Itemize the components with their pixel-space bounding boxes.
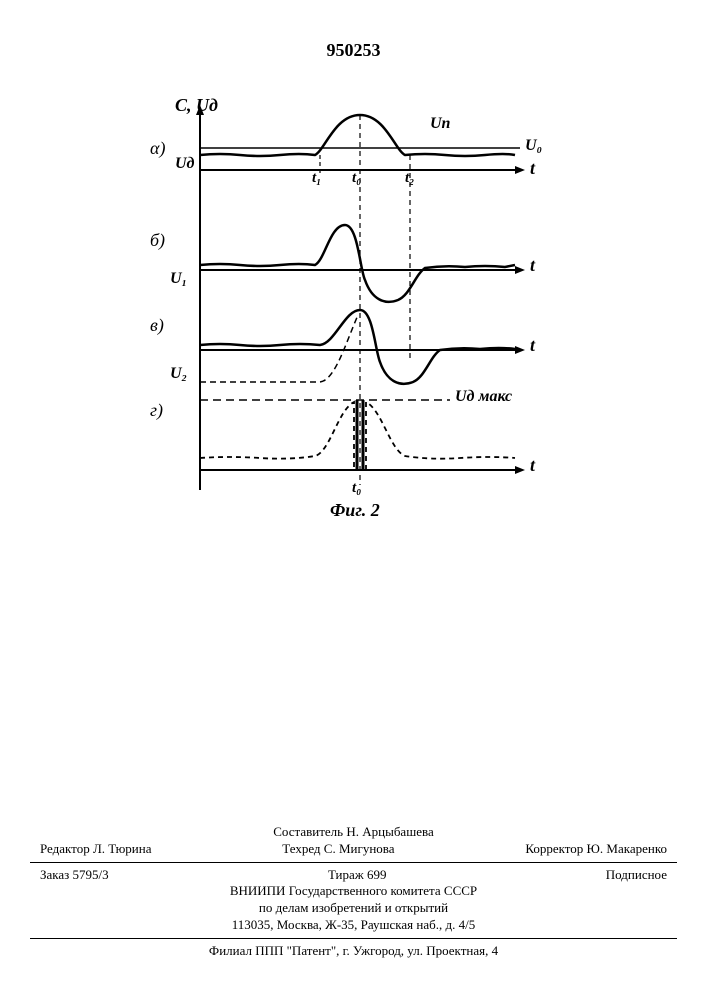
divider-2 [30,938,677,939]
address-1: 113035, Москва, Ж-35, Раушская наб., д. … [30,917,677,934]
label-u2: U₂ [170,365,187,383]
corrector: Корректор Ю. Макаренко [525,841,667,858]
t-axis-a: t [530,158,535,179]
order-number: Заказ 5795/3 [40,867,109,884]
subscription: Подписное [606,867,667,884]
techred: Техред С. Мигунова [282,841,394,858]
divider-1 [30,862,677,863]
label-un: Uп [430,115,450,133]
label-u0: U₀ [525,137,542,155]
label-ugmax: Uд макс [455,388,512,406]
circulation: Тираж 699 [328,867,387,884]
t-axis-v: t [530,335,535,356]
panel-label-b: б) [150,230,165,251]
marker-t1: t₁ [312,170,321,187]
t-axis-g: t [530,455,535,476]
marker-t0-bottom: t₀ [352,480,361,497]
marker-t2: t₂ [405,170,414,187]
address-2: Филиал ППП "Патент", г. Ужгород, ул. Про… [30,943,677,960]
marker-t0-top: t₀ [352,170,361,187]
y-axis-label: C, Uд [175,95,218,116]
panel-label-v: в) [150,315,164,336]
figure-caption: Фиг. 2 [330,500,380,521]
label-ug: Uд [175,155,195,173]
t-axis-b: t [530,255,535,276]
label-u1: U₁ [170,270,187,288]
org-line-1: ВНИИПИ Государственного комитета СССР [30,883,677,900]
footer-block: Составитель Н. Арцыбашева Редактор Л. Тю… [30,824,677,960]
org-line-2: по делам изобретений и открытий [30,900,677,917]
print-info-row: Заказ 5795/3 Тираж 699 Подписное [30,867,677,884]
document-number: 950253 [0,40,707,61]
panel-label-g: г) [150,400,163,421]
editor: Редактор Л. Тюрина [40,841,151,858]
figure-2: C, Uд α) б) в) г) Uп U₀ Uд U₁ U₂ Uд макс… [120,100,560,540]
credits-row: Редактор Л. Тюрина Техред С. Мигунова Ко… [30,841,677,858]
panel-label-a: α) [150,138,165,159]
compiler-line: Составитель Н. Арцыбашева [30,824,677,841]
